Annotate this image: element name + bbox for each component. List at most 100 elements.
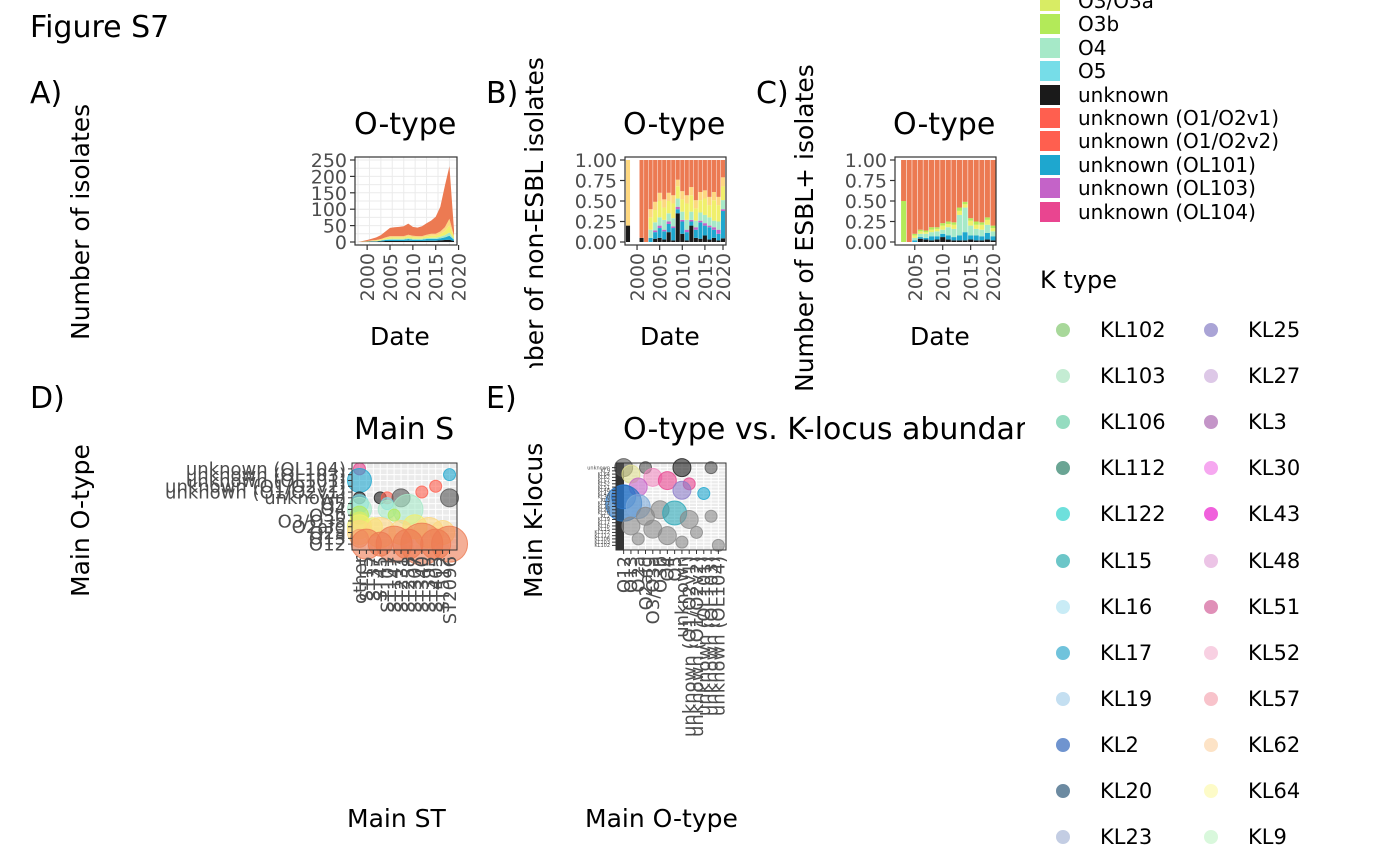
chart-a-ytick-label: 50 bbox=[323, 216, 347, 238]
panel-e-title: O-type vs. K-locus abundance bbox=[623, 412, 1025, 447]
chart-c-bar-segment bbox=[917, 237, 923, 239]
k-legend-dot bbox=[1204, 415, 1218, 430]
chart-c-bar-segment bbox=[923, 237, 929, 240]
chart-b-bar-segment bbox=[698, 212, 703, 221]
chart-e-ytick-label: KL2 bbox=[601, 514, 610, 520]
chart-b-bar-segment bbox=[671, 160, 676, 196]
chart-c-bar-segment bbox=[984, 224, 990, 233]
chart-c-bar-segment bbox=[912, 237, 918, 241]
o-legend-item: O3b bbox=[1040, 12, 1119, 36]
chart-b-bar-segment bbox=[666, 192, 671, 201]
k-legend-label: KL103 bbox=[1100, 364, 1166, 389]
chart-c-bar-segment bbox=[912, 160, 918, 234]
k-legend-label: KL23 bbox=[1100, 825, 1153, 850]
k-legend-dot bbox=[1056, 369, 1070, 384]
k-legend-item: KL9 bbox=[1188, 824, 1287, 850]
chart-b-bar-segment bbox=[680, 233, 685, 242]
chart-b-bar-segment bbox=[693, 200, 698, 209]
chart-d-point bbox=[429, 479, 443, 493]
k-legend-dot bbox=[1056, 461, 1070, 476]
k-legend-label: KL16 bbox=[1100, 594, 1153, 619]
chart-b-bar-segment bbox=[680, 160, 685, 192]
chart-b-bar-segment bbox=[657, 217, 662, 226]
chart-c-bar-segment bbox=[962, 201, 968, 205]
chart-b-bar-segment bbox=[716, 229, 721, 234]
chart-b-bar-segment bbox=[693, 229, 698, 238]
chart-e-ytick-label: KL19 bbox=[598, 517, 610, 523]
chart-b-bar-segment bbox=[716, 205, 721, 222]
chart-b-bar-segment bbox=[680, 219, 685, 222]
chart-d-point bbox=[443, 468, 457, 482]
chart-c-bar-segment bbox=[901, 201, 907, 242]
chart-b-bar-segment bbox=[711, 220, 716, 228]
chart-c-bar-segment bbox=[923, 160, 929, 231]
chart-a-xtick-label: 2005 bbox=[380, 253, 402, 301]
chart-a-area-5 bbox=[358, 166, 454, 242]
chart-b-bar-segment bbox=[625, 160, 631, 226]
chart-b-bar-segment bbox=[625, 225, 631, 242]
o-legend-label: unknown (O1/O2v1) bbox=[1078, 106, 1280, 130]
chart-c-bar-segment bbox=[951, 228, 957, 238]
chart-c-bar-segment bbox=[956, 207, 962, 211]
chart-b-bar-segment bbox=[720, 211, 726, 239]
chart-e-point bbox=[657, 526, 677, 546]
chart-b-bar-segment bbox=[653, 210, 658, 223]
chart-b-bar-segment bbox=[720, 238, 726, 242]
chart-c-bar-segment bbox=[929, 240, 935, 242]
k-legend-dot bbox=[1204, 784, 1218, 798]
chart-c-bar-segment bbox=[923, 232, 929, 234]
chart-b-bar-segment bbox=[711, 191, 716, 201]
chart-d-ytick-label: unknown (OL104) bbox=[186, 459, 346, 480]
chart-d-ytick-label: unknown (OL103) bbox=[186, 465, 346, 486]
chart-b-xtick-label: 2010 bbox=[672, 253, 694, 301]
chart-d-xtick-label: other bbox=[350, 555, 371, 604]
chart-a-panel-border bbox=[354, 156, 458, 246]
chart-b-bar-segment bbox=[662, 229, 667, 232]
chart-b-bar-segment bbox=[675, 206, 680, 210]
chart-c-panel-bg bbox=[895, 157, 996, 245]
chart-b-bar-segment bbox=[720, 200, 726, 210]
chart-b-bar-segment bbox=[662, 231, 667, 240]
chart-b-bar-segment bbox=[662, 160, 667, 200]
k-legend-label: KL30 bbox=[1248, 456, 1301, 481]
chart-e-point bbox=[631, 532, 645, 546]
panel-letter-c: C) bbox=[756, 76, 789, 111]
chart-c-bar-segment bbox=[990, 231, 996, 237]
panel-b-xlabel: Date bbox=[640, 322, 700, 351]
chart-b-bar-segment bbox=[707, 227, 712, 240]
chart-e-point bbox=[675, 535, 689, 549]
chart-c-bar-segment bbox=[912, 233, 918, 236]
chart-b-xtick-label: 2020 bbox=[713, 253, 735, 301]
chart-c-xtick-label: 2015 bbox=[961, 253, 983, 301]
chart-b-bar-segment bbox=[693, 220, 698, 228]
chart-b-bar-segment bbox=[716, 240, 721, 242]
chart-d-xtick-label: ST395 bbox=[419, 556, 440, 613]
k-legend-dot bbox=[1056, 691, 1070, 706]
k-legend-item: KL52 bbox=[1188, 640, 1300, 666]
chart-e-point bbox=[690, 525, 703, 539]
k-legend-item: KL27 bbox=[1188, 363, 1300, 389]
chart-d-xtick-label: ST405 bbox=[426, 556, 447, 613]
k-legend-item: KL25 bbox=[1188, 317, 1300, 343]
chart-e-point bbox=[697, 487, 711, 501]
chart-c-bar-segment bbox=[945, 223, 951, 228]
chart-b-bar-segment bbox=[653, 222, 658, 231]
chart-c-bar-segment bbox=[962, 207, 968, 233]
chart-c-bar-segment bbox=[934, 228, 940, 232]
chart-c-bar-segment bbox=[912, 240, 918, 242]
chart-a-area-0 bbox=[358, 239, 454, 242]
chart-b-bar-segment bbox=[716, 233, 721, 241]
chart-b-bar-segment bbox=[693, 208, 698, 221]
k-legend-label: KL64 bbox=[1248, 779, 1301, 803]
chart-e-xtick-label: O2afg bbox=[636, 556, 657, 610]
chart-e-xtick-label: O3b bbox=[650, 556, 671, 593]
chart-e-xtick-label: O3/O3a bbox=[643, 556, 664, 624]
chart-c-bar-segment bbox=[929, 236, 935, 241]
chart-b-ytick-label: 0.75 bbox=[575, 171, 617, 193]
k-legend-label: KL25 bbox=[1248, 318, 1301, 342]
chart-c-bar-segment bbox=[984, 160, 990, 218]
chart-e-ytick-label: KL57 bbox=[598, 478, 610, 484]
chart-b-bar-segment bbox=[671, 203, 676, 219]
chart-c-bar-segment bbox=[990, 240, 996, 242]
o-legend-swatch bbox=[1040, 154, 1060, 175]
